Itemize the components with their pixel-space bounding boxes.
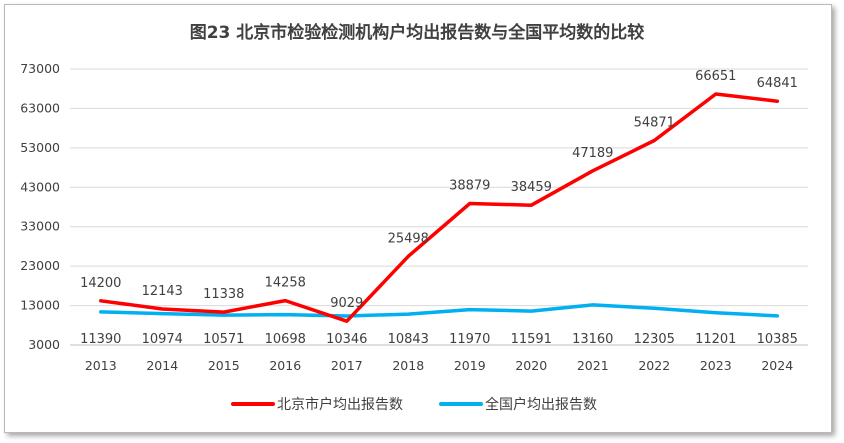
y-tick-label: 63000 (20, 100, 60, 115)
gridlines (70, 68, 808, 346)
x-tick-label: 2014 (146, 358, 178, 373)
x-tick-label: 2015 (208, 358, 240, 373)
data-label: 10385 (757, 332, 798, 347)
y-tick-label: 33000 (20, 219, 60, 234)
data-label: 11390 (80, 332, 121, 347)
x-tick-label: 2018 (392, 358, 424, 373)
y-tick-label: 13000 (20, 298, 60, 313)
y-axis: 3000 13000 23000 33000 43000 53000 63000 73000 (20, 61, 60, 352)
data-label: 13160 (572, 332, 613, 347)
series-lines (99, 92, 780, 323)
x-axis: 2013 2014 2015 2016 2017 2018 2019 2020 2021 2022… (85, 358, 793, 373)
data-label: 25498 (388, 231, 429, 246)
data-label: 47189 (572, 146, 613, 161)
data-label: 38459 (511, 180, 552, 195)
data-label: 10843 (388, 332, 429, 347)
x-tick-label: 2021 (577, 358, 609, 373)
y-tick-label: 73000 (20, 61, 60, 76)
data-label: 10346 (326, 332, 367, 347)
data-label: 10571 (203, 332, 244, 347)
x-tick-label: 2019 (454, 358, 486, 373)
legend-label: 全国户均出报告数 (485, 396, 597, 413)
y-tick-label: 53000 (20, 140, 60, 155)
data-label: 9029 (330, 296, 363, 311)
series-line-1 (99, 303, 780, 318)
x-tick-label: 2020 (515, 358, 547, 373)
y-tick-label: 43000 (20, 179, 60, 194)
x-tick-label: 2023 (700, 358, 732, 373)
data-label: 10698 (265, 332, 306, 347)
data-label: 11201 (695, 332, 736, 347)
x-tick-label: 2024 (761, 358, 793, 373)
y-tick-label: 23000 (20, 258, 60, 273)
data-label: 11970 (449, 332, 490, 347)
legend-label: 北京市户均出报告数 (277, 396, 403, 413)
data-label: 11338 (203, 287, 244, 302)
x-tick-label: 2013 (85, 358, 117, 373)
data-label: 12143 (142, 284, 183, 299)
x-tick-label: 2022 (638, 358, 670, 373)
data-label: 14258 (265, 276, 306, 291)
x-tick-label: 2017 (331, 358, 363, 373)
chart-frame (4, 4, 832, 433)
chart-title: 图23 北京市检验检测机构户均出报告数与全国平均数的比较 (190, 22, 645, 43)
data-label: 11591 (511, 332, 552, 347)
data-label: 38879 (449, 179, 490, 194)
data-label: 14200 (80, 276, 121, 291)
data-labels: 14200 12143 11338 14258 9029 25498 38879 38459 4… (80, 69, 798, 347)
data-label: 54871 (634, 115, 675, 130)
series-line-0 (99, 92, 780, 323)
data-label: 66651 (695, 69, 736, 84)
y-tick-label: 3000 (28, 337, 60, 352)
legend: 北京市户均出报告数 全国户均出报告数 (231, 396, 597, 413)
data-label: 64841 (757, 76, 798, 91)
x-tick-label: 2016 (269, 358, 301, 373)
data-label: 12305 (634, 332, 675, 347)
data-label: 10974 (142, 332, 183, 347)
